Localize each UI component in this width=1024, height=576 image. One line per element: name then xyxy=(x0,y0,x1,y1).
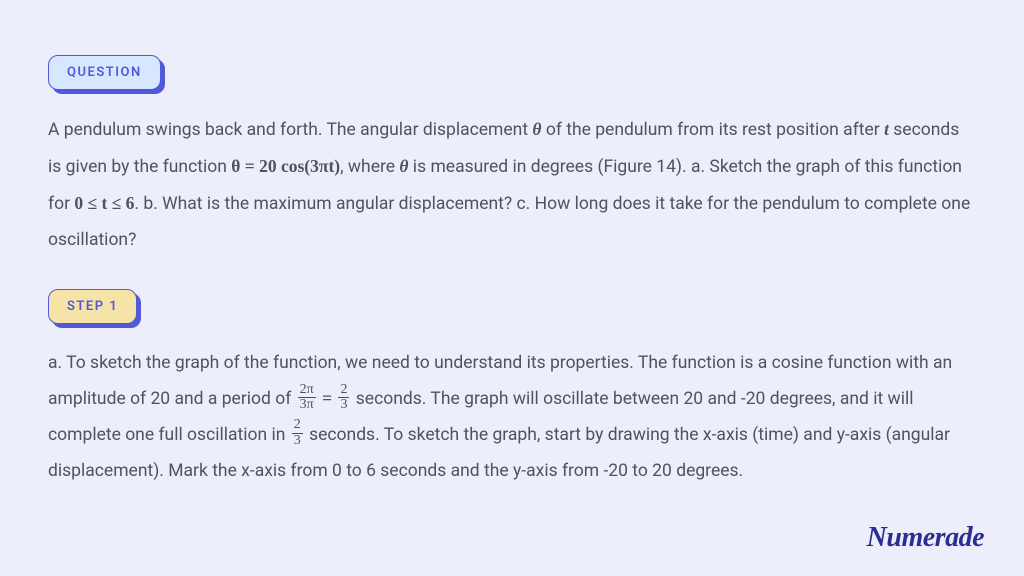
q-theta-1: θ xyxy=(532,119,541,139)
fraction-3: 23 xyxy=(292,418,303,448)
q-text-1: A pendulum swings back and forth. The an… xyxy=(48,120,532,140)
frac2-num: 2 xyxy=(338,383,349,399)
q-range: 0 ≤ t ≤ 6 xyxy=(74,193,134,213)
q-text-6: . b. What is the maximum angular displac… xyxy=(48,194,970,250)
q-equation: θ = 20 cos(3πt) xyxy=(231,156,340,176)
q-text-2: of the pendulum from its rest position a… xyxy=(542,120,885,140)
eq-sign: = xyxy=(318,388,337,408)
logo-text: Numerade xyxy=(867,522,984,553)
q-text-4: , where xyxy=(340,157,399,177)
step-tag-label: STEP 1 xyxy=(67,299,118,314)
frac3-den: 3 xyxy=(292,434,303,449)
step-body: a. To sketch the graph of the function, … xyxy=(48,346,976,491)
numerade-logo: Numerade xyxy=(867,522,984,554)
frac1-num: 2π xyxy=(298,383,316,399)
frac3-num: 2 xyxy=(292,418,303,434)
step-tag: STEP 1 xyxy=(48,289,137,324)
fraction-2: 23 xyxy=(338,383,349,413)
question-tag: QUESTION xyxy=(48,55,161,90)
question-body: A pendulum swings back and forth. The an… xyxy=(48,112,976,259)
fraction-1: 2π3π xyxy=(298,383,316,413)
question-tag-label: QUESTION xyxy=(67,65,142,80)
frac1-den: 3π xyxy=(298,398,316,413)
frac2-den: 3 xyxy=(338,398,349,413)
